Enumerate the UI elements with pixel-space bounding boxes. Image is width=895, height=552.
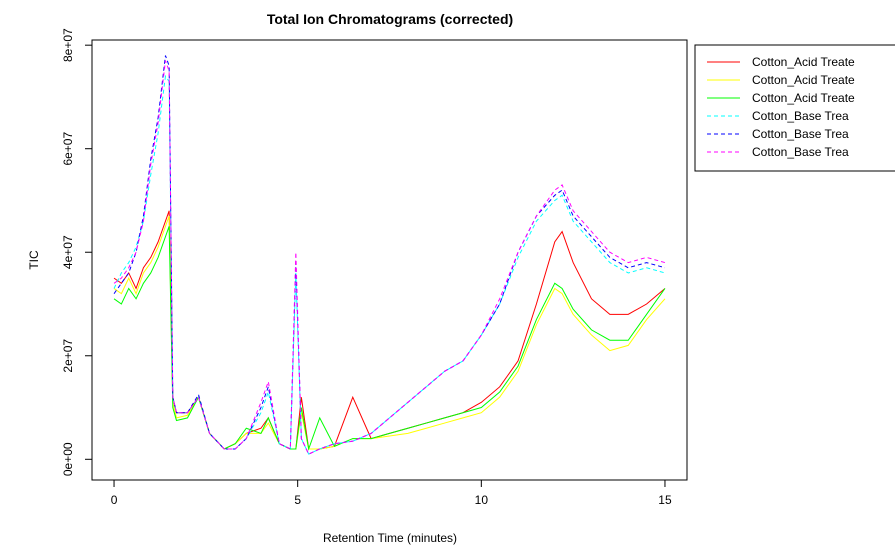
series-line xyxy=(113,215,666,450)
x-tick-label: 5 xyxy=(294,493,301,507)
x-tick-label: 10 xyxy=(475,493,489,507)
legend-label: Cotton_Acid Treate xyxy=(752,73,855,87)
series-line xyxy=(113,60,666,455)
series-line xyxy=(113,226,666,451)
plot-frame xyxy=(91,39,688,481)
chart-title: Total Ion Chromatograms (corrected) xyxy=(267,11,513,27)
legend-label: Cotton_Acid Treate xyxy=(752,91,855,105)
x-tick-label: 0 xyxy=(111,493,118,507)
y-tick-label: 2e+07 xyxy=(61,339,75,373)
series-line xyxy=(113,55,666,455)
x-tick-label: 15 xyxy=(658,493,672,507)
legend-label: Cotton_Base Trea xyxy=(752,127,849,141)
y-tick-label: 4e+07 xyxy=(61,235,75,269)
legend-box xyxy=(694,44,895,172)
y-axis-label: TIC xyxy=(27,250,41,270)
y-tick-label: 8e+07 xyxy=(61,28,75,62)
y-tick-label: 6e+07 xyxy=(61,132,75,166)
x-axis-label: Retention Time (minutes) xyxy=(323,531,457,545)
y-tick-label: 0e+00 xyxy=(61,442,75,476)
legend-label: Cotton_Base Trea xyxy=(752,145,849,159)
legend-label: Cotton_Base Trea xyxy=(752,109,849,123)
legend-label: Cotton_Acid Treate xyxy=(752,55,855,69)
series-line xyxy=(113,210,666,450)
